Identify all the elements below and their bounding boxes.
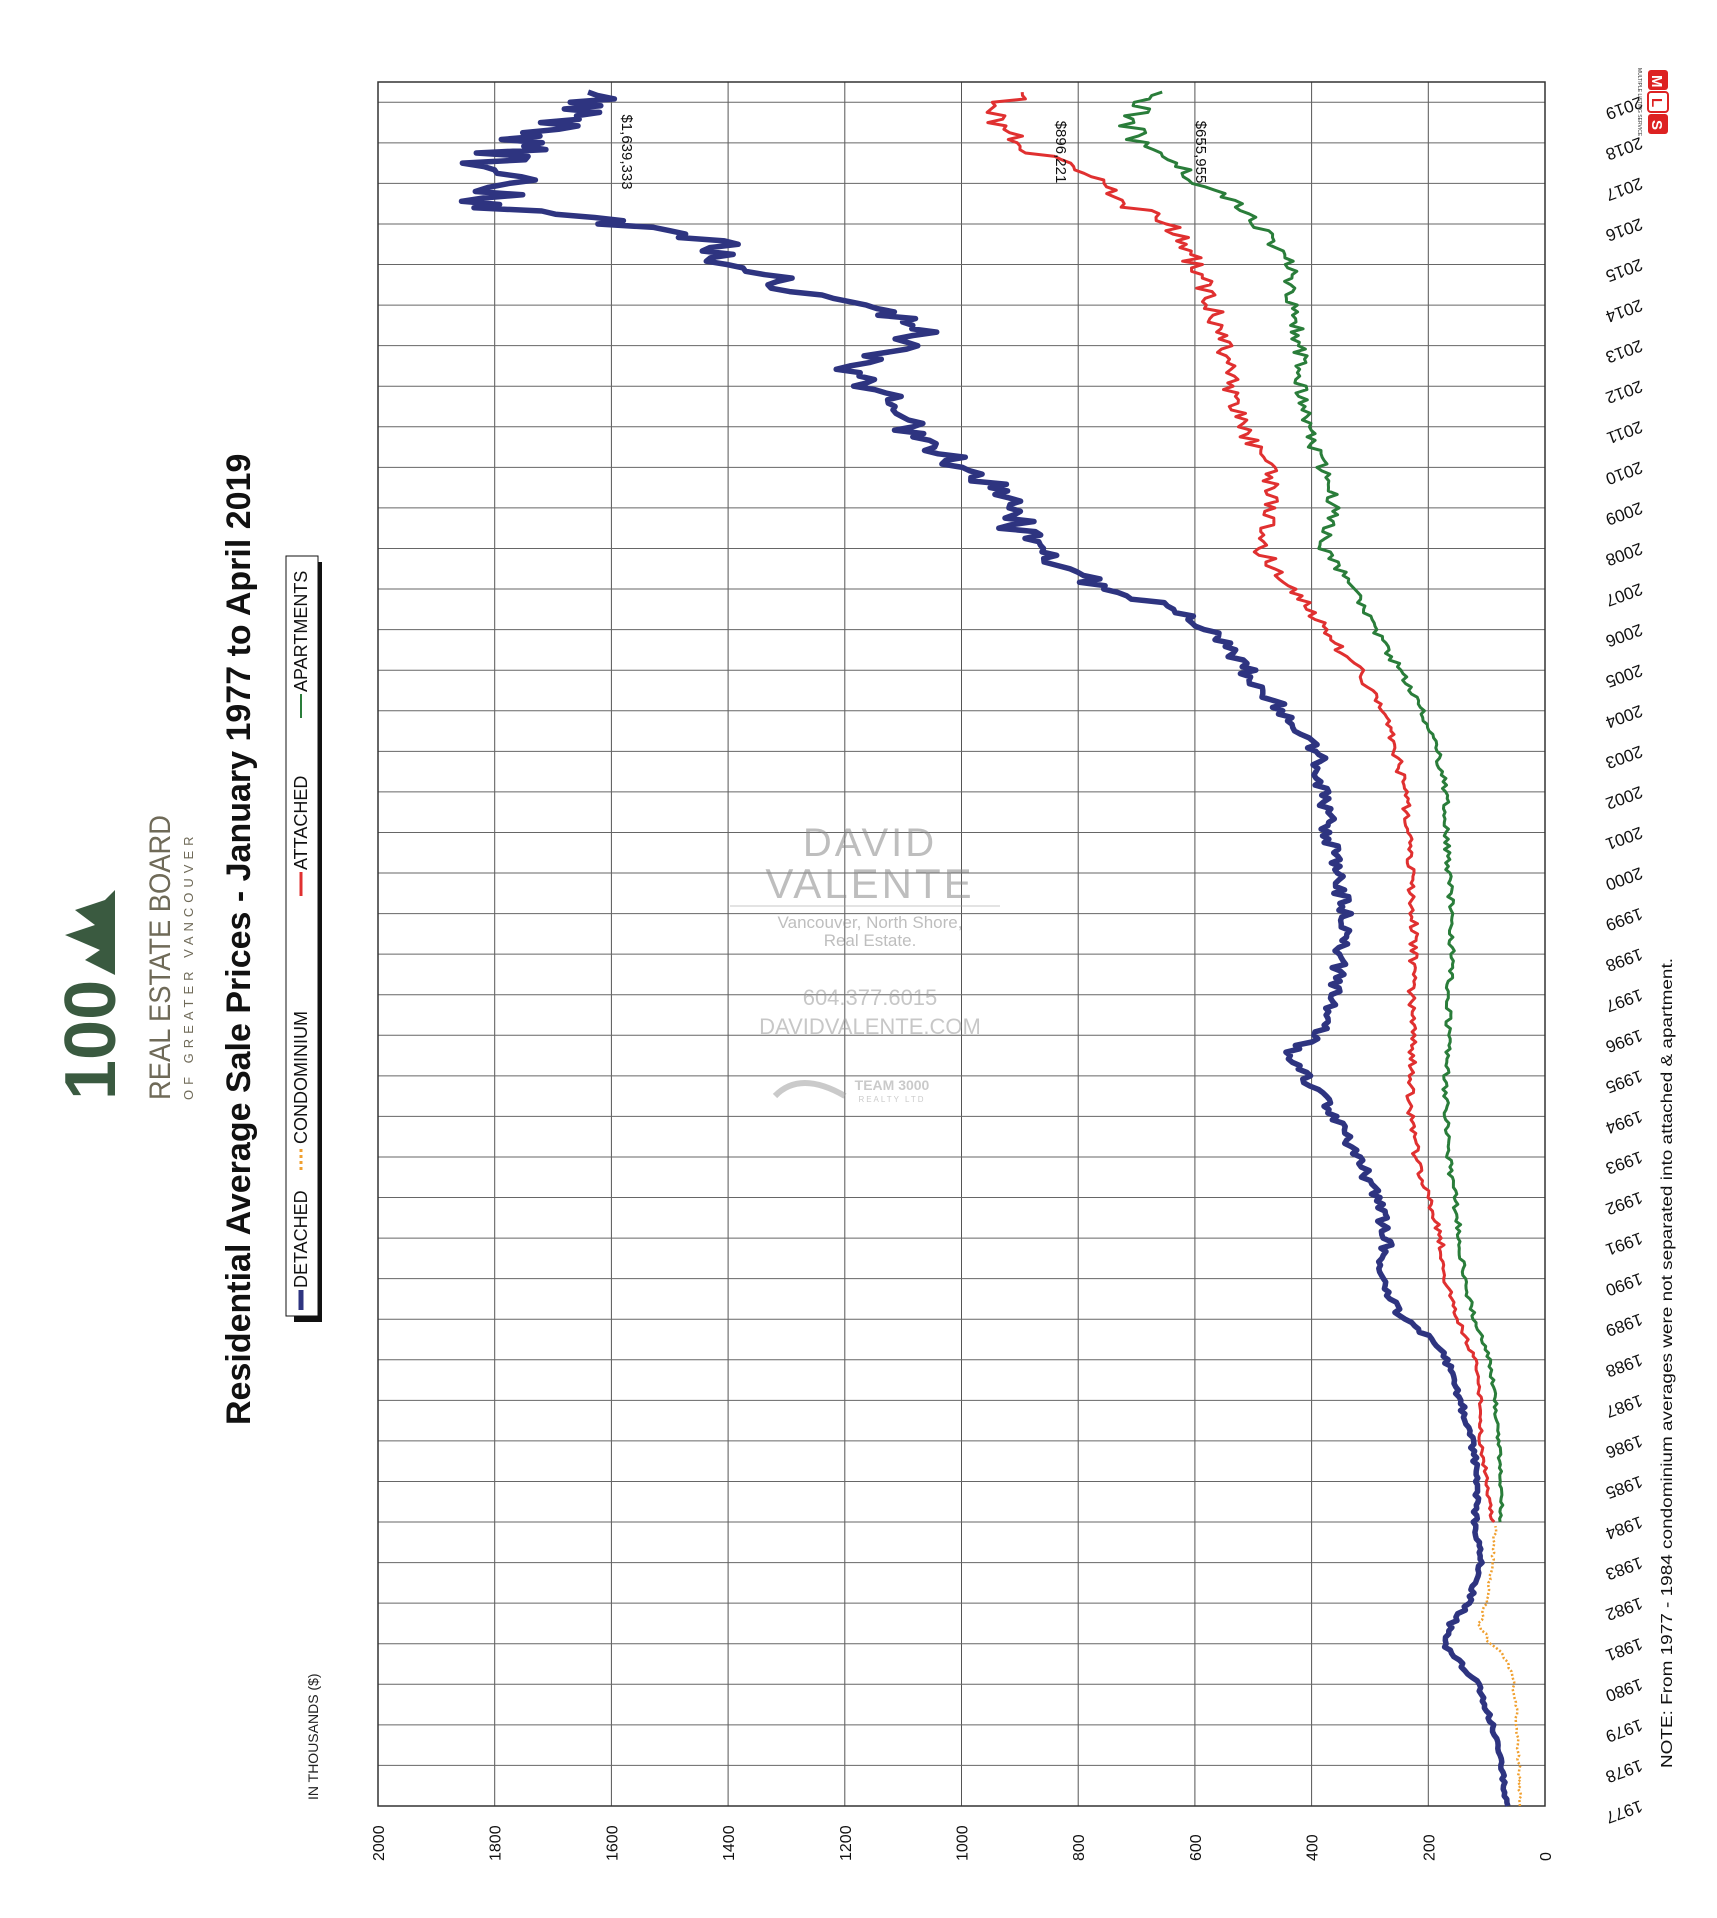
end-value-label-attached: $896,221	[1052, 121, 1069, 184]
x-tick-label: 1999	[1603, 904, 1645, 935]
x-tick-label: 2007	[1603, 579, 1645, 610]
mls-letter-m: M	[1648, 75, 1665, 88]
watermark-brokerage-icon	[775, 1083, 845, 1096]
mls-logo: M L S MULTIPLE LISTING SERVICE	[1636, 68, 1668, 137]
x-tick-label: 1982	[1603, 1593, 1645, 1624]
x-tick-label: 1980	[1603, 1675, 1645, 1706]
x-tick-label: 1977	[1603, 1796, 1645, 1827]
x-tick-label: 1987	[1603, 1391, 1645, 1422]
y-tick-label: 1600	[604, 1825, 621, 1861]
x-tick-label: 2014	[1603, 295, 1645, 326]
x-tick-label: 1986	[1603, 1431, 1645, 1462]
series-line-detached	[462, 92, 1508, 1806]
x-tick-label: 1994	[1603, 1107, 1645, 1138]
watermark-tagline1: Vancouver, North Shore,	[778, 913, 963, 932]
x-tick-label: 1984	[1603, 1512, 1645, 1543]
end-value-label-detached: $1,639,333	[618, 114, 635, 189]
x-tick-label: 2000	[1603, 863, 1645, 894]
y-tick-label: 0	[1538, 1852, 1555, 1861]
x-tick-label: 2009	[1603, 498, 1645, 529]
x-tick-label: 2004	[1603, 701, 1645, 732]
y-tick-label: 600	[1188, 1834, 1205, 1861]
x-tick-label: 2010	[1603, 458, 1645, 489]
x-tick-label: 1989	[1603, 1309, 1645, 1340]
chart-footnote: NOTE: From 1977 - 1984 condominium avera…	[1659, 958, 1676, 1768]
legend: DETACHED CONDOMINIUM ATTACHED APARTMENTS	[286, 556, 322, 1322]
legend-label-condominium: CONDOMINIUM	[291, 1011, 311, 1144]
y-tick-label: 2000	[371, 1825, 388, 1861]
y-tick-label: 1000	[955, 1825, 972, 1861]
legend-label-detached: DETACHED	[291, 1190, 311, 1288]
board-name: REAL ESTATE BOARD	[144, 815, 177, 1100]
y-tick-label: 1200	[838, 1825, 855, 1861]
x-tick-label: 1981	[1603, 1634, 1645, 1665]
x-tick-label: 2017	[1603, 174, 1645, 205]
x-tick-label: 1996	[1603, 1026, 1645, 1057]
board-logo-number: 100	[51, 980, 131, 1100]
x-tick-label: 2006	[1603, 620, 1645, 651]
x-tick-label: 1991	[1603, 1228, 1645, 1259]
x-tick-label: 2002	[1603, 782, 1645, 813]
watermark-brokerage: TEAM 3000	[855, 1077, 930, 1093]
x-tick-label: 2005	[1603, 660, 1645, 691]
y-tick-label: 800	[1071, 1834, 1088, 1861]
board-logo: 100 REAL ESTATE BOARD OF GREATER VANCOUV…	[51, 815, 196, 1100]
plot-grid	[378, 82, 1545, 1806]
series-layer	[462, 92, 1522, 1806]
x-tick-label: 1983	[1603, 1553, 1645, 1584]
y-axis-tick-labels: 2000 1800 1600 1400 1200 1000 800 600 400 200 0	[371, 1825, 1555, 1861]
x-tick-label: 1979	[1603, 1715, 1645, 1746]
legend-label-apartments: APARTMENTS	[291, 571, 311, 692]
legend-label-attached: ATTACHED	[291, 776, 311, 870]
x-tick-label: 1985	[1603, 1472, 1645, 1503]
x-tick-label: 2001	[1603, 823, 1645, 854]
x-tick-label: 1997	[1603, 985, 1645, 1016]
x-tick-label: 2016	[1603, 214, 1645, 245]
x-tick-label: 2018	[1603, 133, 1645, 164]
x-tick-label: 1993	[1603, 1147, 1645, 1178]
watermark-tagline2: Real Estate.	[824, 931, 917, 950]
x-tick-label: 1990	[1603, 1269, 1645, 1300]
x-tick-label: 1992	[1603, 1188, 1645, 1219]
x-tick-label: 2003	[1603, 742, 1645, 773]
mls-letter-s: S	[1648, 120, 1665, 130]
x-tick-label: 1995	[1603, 1066, 1645, 1097]
y-tick-label: 1800	[488, 1825, 505, 1861]
y-tick-label: 200	[1421, 1834, 1438, 1861]
x-tick-label: 1978	[1603, 1756, 1645, 1787]
y-tick-label: 1400	[721, 1825, 738, 1861]
x-tick-label: 2008	[1603, 539, 1645, 570]
x-tick-label: 1998	[1603, 944, 1645, 975]
x-tick-label: 2012	[1603, 376, 1645, 407]
watermark-name-line1: DAVID	[803, 821, 937, 865]
x-tick-label: 2011	[1604, 417, 1645, 447]
y-tick-label: 400	[1305, 1834, 1322, 1861]
x-tick-label: 1988	[1603, 1350, 1645, 1381]
agent-watermark: DAVID VALENTE Vancouver, North Shore, Re…	[730, 821, 1000, 1104]
series-line-attached	[987, 92, 1494, 1522]
watermark-name-line2: VALENTE	[765, 860, 974, 907]
board-logo-skyline-icon	[65, 890, 115, 975]
end-value-label-apartments: $655,955	[1192, 121, 1209, 184]
x-tick-label: 2013	[1603, 336, 1645, 367]
mls-tagline: MULTIPLE LISTING SERVICE	[1636, 68, 1642, 137]
board-region: OF GREATER VANCOUVER	[181, 831, 196, 1100]
y-axis-label: IN THOUSANDS ($)	[305, 1673, 321, 1800]
x-tick-label: 2015	[1603, 255, 1645, 286]
x-axis-tick-labels: 1977 1978 1979 1980 1981 1982 1983 1984 1985 1986…	[1603, 93, 1645, 1828]
watermark-phone: 604.377.6015	[803, 985, 938, 1010]
watermark-brokerage-sub: REALTY LTD	[858, 1095, 925, 1104]
watermark-website: DAVIDVALENTE.COM	[759, 1014, 981, 1039]
chart-title: Residential Average Sale Prices - Januar…	[220, 454, 258, 1425]
mls-letter-l: L	[1648, 98, 1665, 107]
